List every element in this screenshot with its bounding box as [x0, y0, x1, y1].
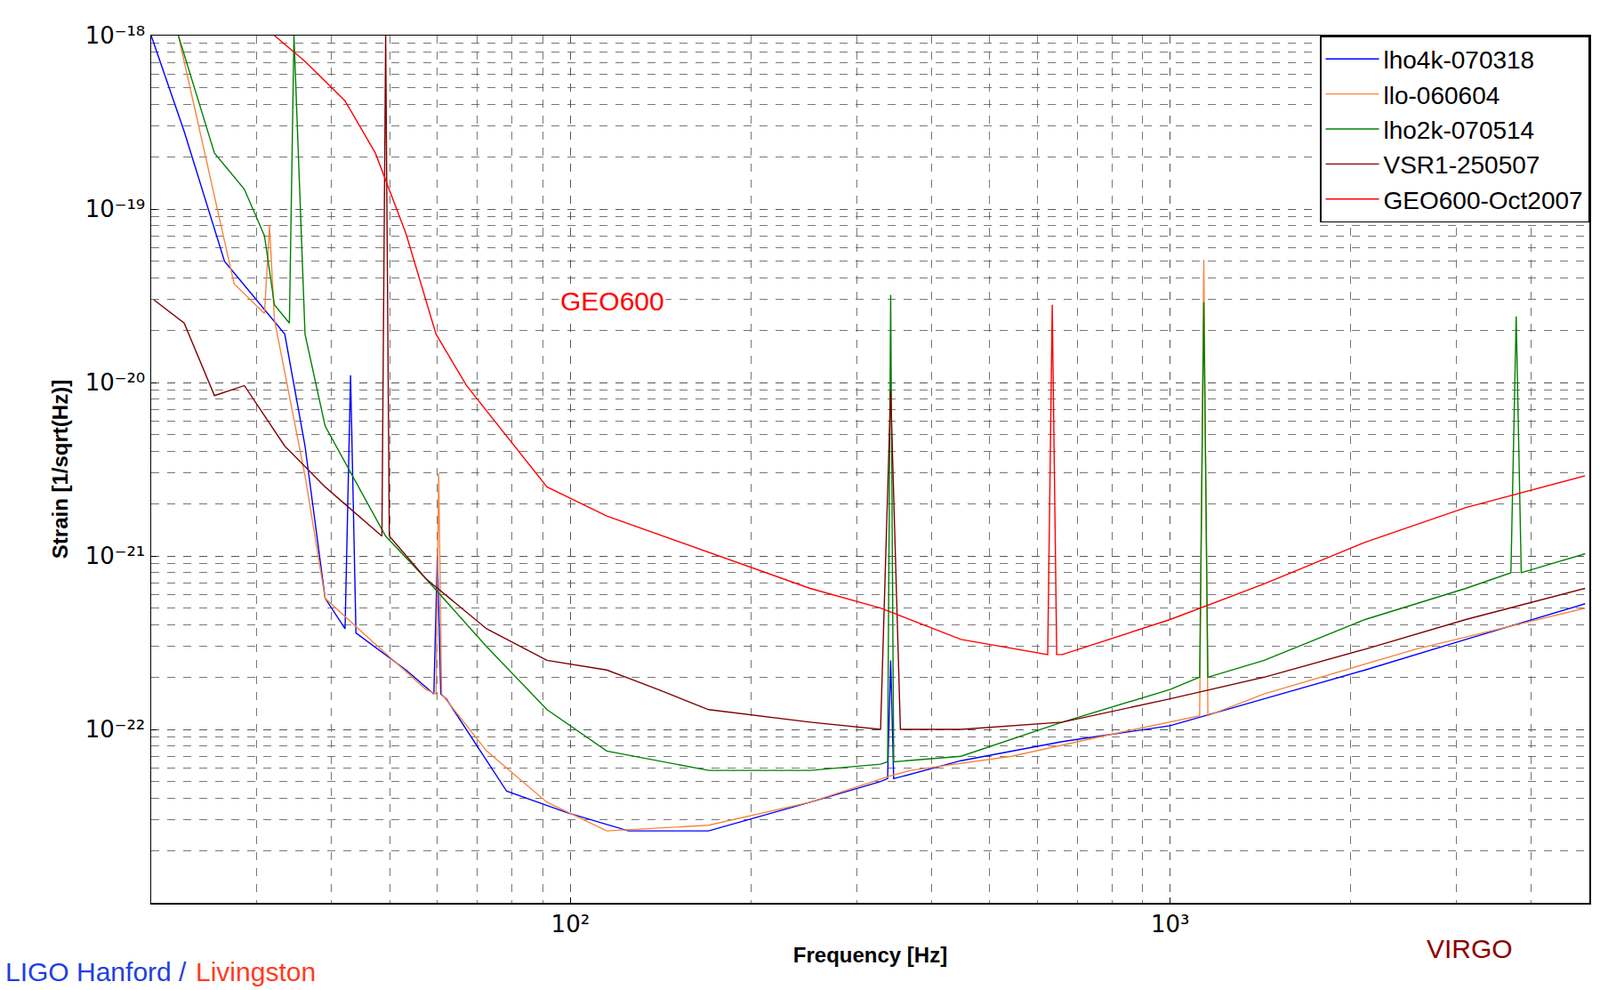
- svg-text:VIRGO: VIRGO: [1426, 933, 1513, 964]
- svg-text:Livingston: Livingston: [195, 956, 316, 987]
- svg-text:LIGO Hanford /: LIGO Hanford /: [5, 956, 187, 987]
- svg-text:10⁻¹⁸: 10⁻¹⁸: [85, 22, 146, 49]
- svg-text:10⁻²²: 10⁻²²: [85, 715, 146, 743]
- svg-text:Strain [1/sqrt(Hz)]: Strain [1/sqrt(Hz)]: [48, 379, 73, 559]
- svg-text:lho2k-070514: lho2k-070514: [1383, 116, 1536, 145]
- svg-text:10³: 10³: [1150, 910, 1190, 938]
- svg-text:llo-060604: llo-060604: [1383, 81, 1501, 110]
- svg-text:GEO600-Oct2007: GEO600-Oct2007: [1383, 186, 1584, 215]
- svg-text:10²: 10²: [551, 910, 591, 938]
- svg-text:Frequency [Hz]: Frequency [Hz]: [793, 942, 948, 967]
- svg-text:VSR1-250507: VSR1-250507: [1383, 151, 1541, 179]
- svg-text:10⁻²⁰: 10⁻²⁰: [85, 369, 146, 396]
- svg-text:GEO600: GEO600: [560, 286, 665, 316]
- svg-text:10⁻²¹: 10⁻²¹: [85, 542, 146, 570]
- svg-text:lho4k-070318: lho4k-070318: [1383, 46, 1536, 74]
- svg-text:10⁻¹⁹: 10⁻¹⁹: [85, 195, 146, 223]
